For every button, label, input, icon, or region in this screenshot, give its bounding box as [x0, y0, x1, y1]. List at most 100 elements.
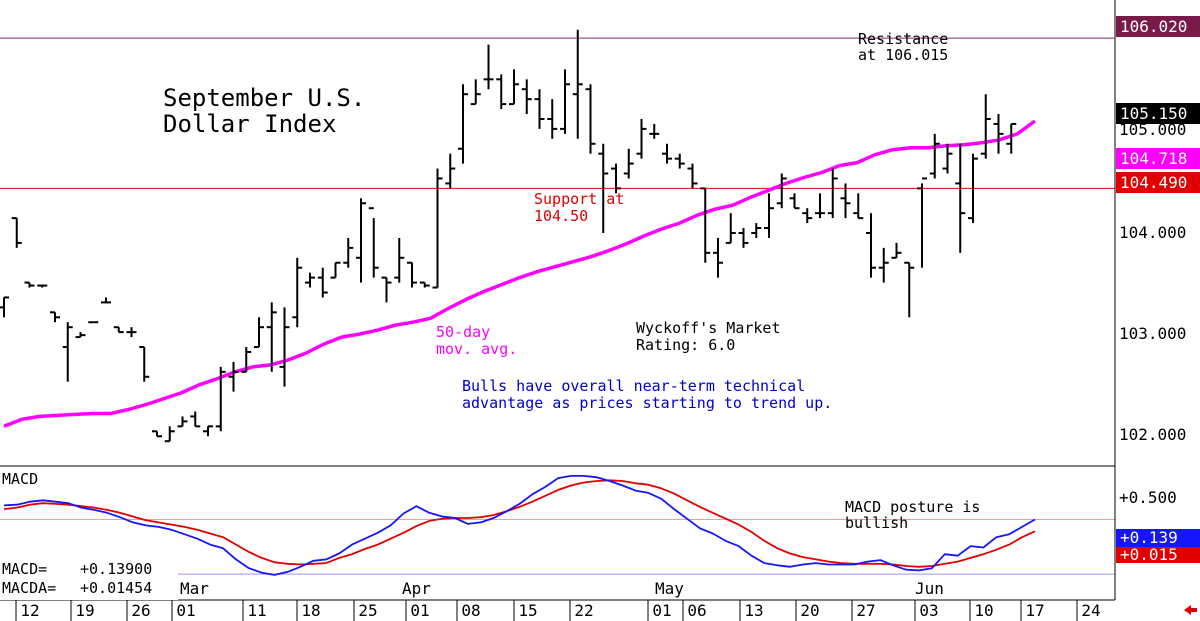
x-tick-label: 01 [652, 601, 671, 620]
x-tick-label: 11 [247, 601, 266, 620]
price-bar [407, 261, 417, 288]
price-tick-label: 104.000 [1119, 223, 1186, 242]
x-tick-label: 06 [687, 601, 706, 620]
macd-note-line-2: bullish [845, 514, 908, 532]
price-bar [496, 74, 507, 110]
macd-readout-value: +0.13900 [80, 560, 152, 578]
x-tick-label: 03 [919, 601, 938, 620]
price-bar [598, 143, 609, 233]
price-bar [458, 84, 468, 164]
x-tick-label: 15 [518, 601, 537, 620]
price-bar [942, 143, 953, 174]
price-bar [853, 193, 864, 220]
x-tick-label: 01 [410, 601, 429, 620]
month-label: Jun [915, 579, 944, 598]
x-tick-label: 08 [461, 601, 480, 620]
macd-title: MACD [2, 470, 38, 488]
macda-readout-value: +0.01454 [80, 579, 152, 597]
price-bar [917, 177, 927, 268]
price-bar [11, 217, 22, 248]
price-bar [585, 84, 596, 154]
price-bar [113, 326, 124, 334]
macd-value-tag-label: +0.139 [1120, 528, 1178, 547]
last-price-tag-label: 105.150 [1120, 104, 1187, 123]
price-bar [827, 168, 838, 219]
x-tick-label: 18 [301, 601, 320, 620]
price-bar [980, 94, 991, 159]
price-bar [0, 296, 9, 318]
x-tick-label: 19 [75, 601, 94, 620]
outlook-note-line-2: advantage as prices starting to trend up… [462, 394, 832, 412]
price-bar [330, 261, 341, 279]
price-bar [241, 347, 252, 373]
price-bar [394, 237, 405, 283]
x-tick-label: 27 [856, 601, 875, 620]
price-bar [381, 276, 392, 303]
price-bar [878, 247, 889, 283]
price-bar [904, 261, 915, 318]
x-axis-ticks: 12 19 26 01 11 18 25 01 08 15 22 01 06 13 20 27 03 10 17 24 [15, 600, 1101, 621]
price-bar [368, 207, 379, 278]
price-bar [815, 193, 825, 219]
month-label: Mar [180, 579, 209, 598]
ma-note-line-1: 50-day [436, 323, 490, 341]
price-bar [266, 302, 277, 372]
price-bar [190, 411, 201, 428]
moving-average-layer [3, 119, 1037, 428]
price-bar [891, 242, 902, 259]
price-bar [560, 69, 570, 134]
price-bar [445, 153, 456, 189]
x-tick-label: 17 [1025, 601, 1044, 620]
price-bar [713, 237, 723, 278]
price-bar [343, 237, 354, 268]
price-bar [432, 168, 443, 289]
price-bar [254, 317, 264, 349]
price-bar [419, 281, 430, 288]
chart-title-line-1: September U.S. [163, 84, 365, 112]
macd-note-line-1: MACD posture is [845, 498, 980, 516]
price-bar [534, 89, 545, 129]
x-tick-label: 12 [20, 601, 39, 620]
macd-readout-label: MACD= [2, 560, 47, 578]
price-bar [101, 297, 111, 304]
macda-value-tag [1116, 547, 1200, 563]
price-bar [50, 311, 60, 323]
price-bar [24, 281, 35, 288]
outlook-note-line-1: Bulls have overall near-term technical [462, 377, 805, 395]
month-label: May [655, 579, 684, 598]
price-bar [776, 173, 787, 209]
price-bar [802, 208, 813, 224]
price-bar [228, 361, 239, 392]
price-bar [126, 327, 137, 338]
macda-readout-label: MACDA= [2, 579, 56, 597]
macd-tick-label: +0.500 [1119, 488, 1177, 507]
macd-line [3, 474, 1036, 576]
price-bar [572, 29, 583, 139]
macda-line [3, 479, 1036, 568]
price-bar [662, 143, 672, 164]
price-bar [738, 228, 749, 248]
macd-value-tag [1116, 529, 1200, 547]
price-bar [356, 198, 366, 283]
rating-note-line-1: Wyckoff's Market [636, 319, 781, 337]
price-tick-label: 103.000 [1119, 324, 1186, 343]
price-bar [993, 114, 1004, 154]
scroll-left-arrow-icon[interactable] [1184, 605, 1197, 615]
support-note-line-1: Support at [534, 190, 624, 208]
last-price-tag [1116, 103, 1200, 124]
x-tick-label: 10 [974, 601, 993, 620]
resistance-note-line-1: Resistance [858, 30, 948, 48]
price-bar [649, 123, 660, 139]
x-tick-label: 24 [1081, 601, 1100, 620]
resistance-note-line-2: at 106.015 [858, 46, 948, 64]
x-tick-label: 13 [744, 601, 763, 620]
price-bar [611, 163, 621, 194]
reference-lines [0, 37, 1115, 575]
chart-title-line-2: Dollar Index [163, 110, 336, 138]
price-bar [687, 163, 698, 189]
price-bar [470, 79, 481, 106]
moving-average-line [3, 119, 1037, 428]
ma-note-line-2: mov. avg. [436, 340, 517, 358]
